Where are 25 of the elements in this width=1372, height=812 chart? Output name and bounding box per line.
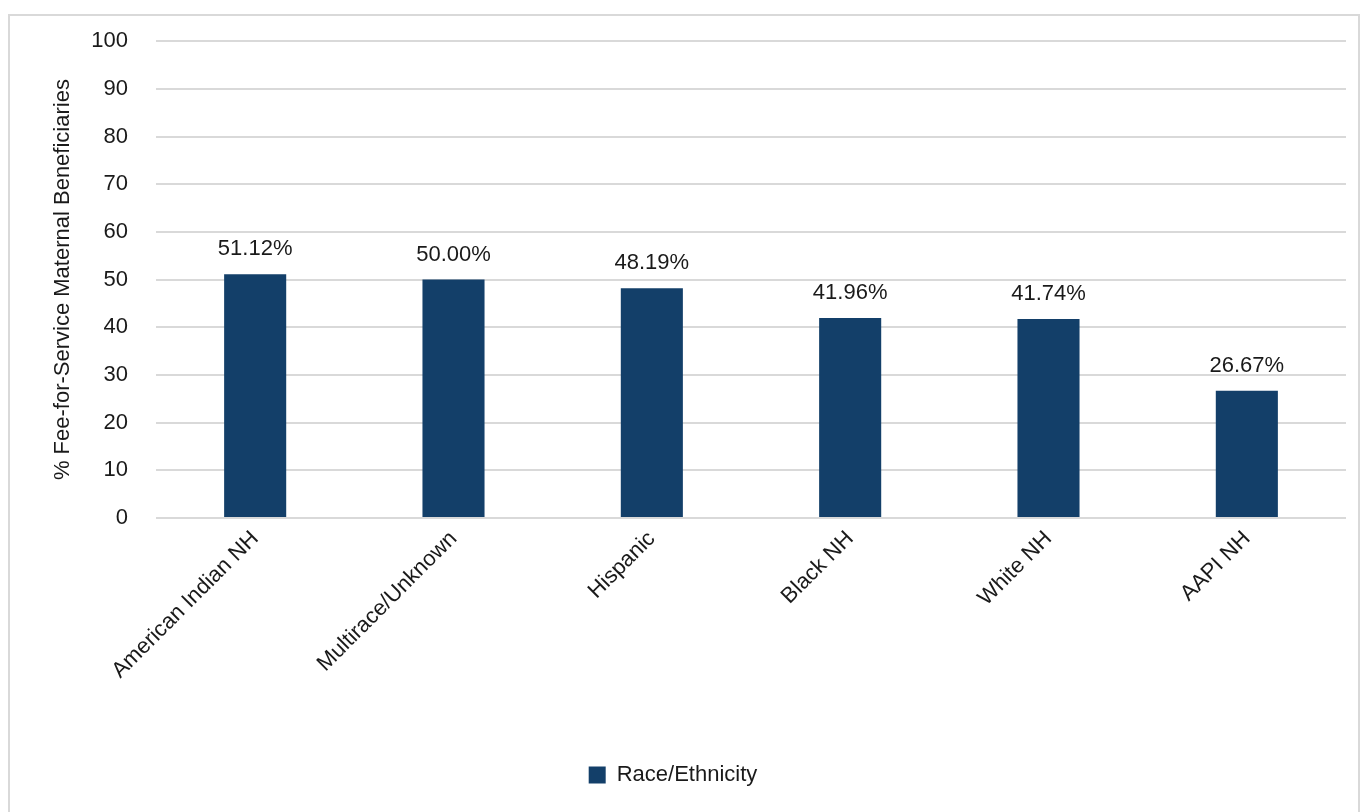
data-label: 48.19% [614, 249, 690, 275]
y-tick-label: 100 [91, 27, 128, 53]
y-tick-label: 0 [115, 504, 128, 530]
bar [422, 279, 485, 517]
y-tick-label: 50 [103, 265, 128, 291]
data-label: 51.12% [217, 235, 293, 261]
y-axis-title: % Fee-for-Service Maternal Beneficiaries [49, 79, 75, 481]
y-tick-label: 70 [103, 170, 128, 196]
bar [1017, 318, 1080, 517]
y-tick-label: 20 [103, 408, 128, 434]
data-label: 41.74% [1011, 280, 1086, 306]
bar [1215, 390, 1278, 517]
y-tick-label: 10 [103, 456, 128, 482]
bar [224, 274, 287, 517]
bar [620, 288, 683, 517]
y-tick-label: 30 [103, 361, 128, 387]
data-label: 26.67% [1209, 351, 1285, 377]
data-label: 50.00% [416, 240, 491, 266]
y-tick-label: 40 [103, 313, 128, 339]
y-tick-label: 90 [103, 74, 128, 100]
y-tick-label: 80 [103, 122, 128, 148]
y-tick-label: 60 [103, 217, 128, 243]
bar [819, 317, 882, 517]
data-label: 41.96% [812, 279, 888, 304]
legend-label: Race/Ethnicity [616, 761, 758, 787]
